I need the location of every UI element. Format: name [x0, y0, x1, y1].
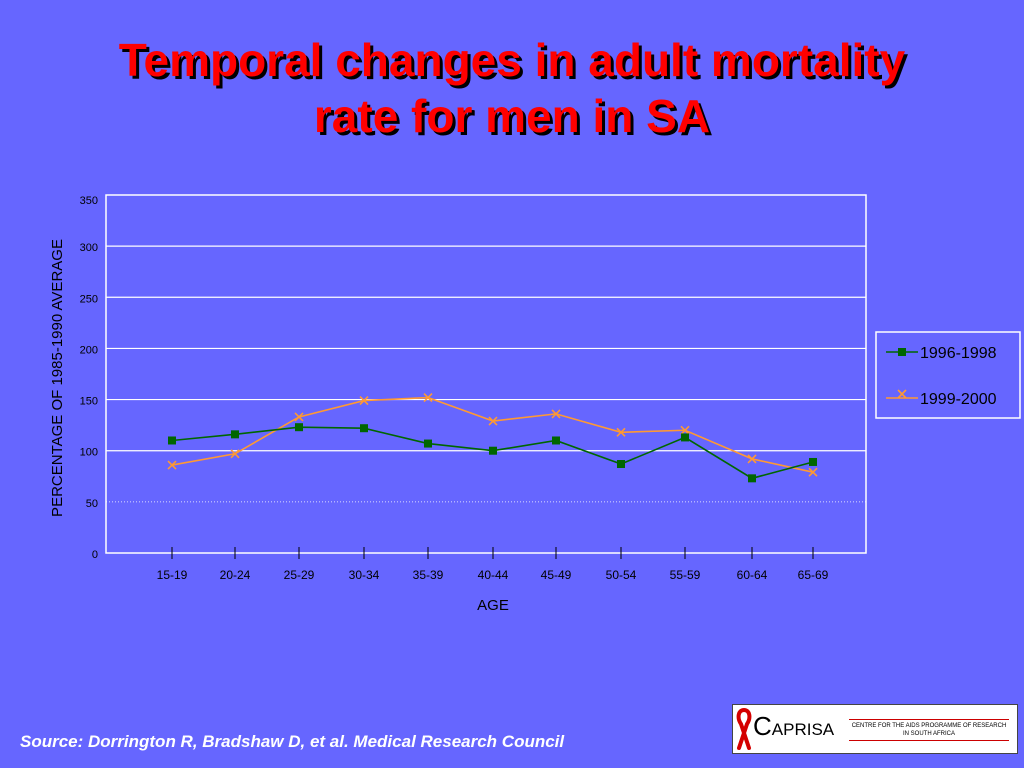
data-point [359, 396, 369, 406]
series-line [171, 396, 814, 473]
y-tick-label: 100 [80, 447, 98, 459]
logo-wordmark: CAPRISA [753, 711, 834, 742]
y-tick-label: 200 [80, 344, 98, 356]
data-point [680, 425, 690, 435]
series-layer [167, 392, 818, 483]
data-point [294, 412, 304, 422]
slide-title-line-1: Temporal changes in adult mortality [118, 34, 906, 86]
data-point [230, 449, 240, 459]
y-tick-label: 50 [86, 498, 98, 510]
x-tick-label: 15-19 [157, 568, 188, 582]
logo-tagline: CENTRE FOR THE AIDS PROGRAMME OF RESEARC… [849, 719, 1009, 741]
data-point [489, 446, 497, 455]
logo-initial: C [753, 711, 772, 741]
series-1999-2000 [167, 392, 818, 477]
x-tick-label: 60-64 [737, 568, 768, 582]
x-tick-label: 25-29 [284, 568, 315, 582]
data-point [551, 409, 561, 419]
data-point [617, 460, 625, 469]
data-point [552, 436, 560, 445]
y-tick-label: 300 [80, 242, 98, 254]
x-tick-label: 45-49 [541, 568, 572, 582]
logo-rest: APRISA [771, 720, 835, 739]
x-tick-label: 65-69 [798, 568, 829, 582]
slide-title-line-2: rate for men in SA [313, 90, 711, 142]
y-axis-tick-labels: 0 50 100 150 200 250 300 350 [80, 195, 98, 561]
legend-box [875, 331, 1021, 419]
data-point [809, 457, 817, 466]
x-tick-label: 30-34 [349, 568, 380, 582]
x-tick-label: 40-44 [478, 568, 509, 582]
legend-label: 1996-1998 [920, 345, 997, 362]
data-point [748, 474, 756, 483]
series-1996-1998 [168, 423, 817, 483]
data-point [360, 424, 368, 433]
x-tick-label: 35-39 [413, 568, 444, 582]
y-tick-label: 350 [80, 195, 98, 207]
source-citation: Source: Dorrington R, Bradshaw D, et al.… [20, 732, 565, 751]
red-ribbon-icon [736, 708, 752, 750]
plot-area [105, 194, 867, 554]
data-point [231, 430, 239, 439]
caprisa-logo: CAPRISA CENTRE FOR THE AIDS PROGRAMME OF… [732, 704, 1018, 754]
y-tick-label: 150 [80, 396, 98, 408]
data-point [295, 423, 303, 432]
legend-marker [898, 348, 906, 356]
slide-title: Temporal changes in adult mortality rate… [0, 32, 1024, 144]
legend-label: 1999-2000 [920, 391, 997, 408]
data-point [681, 433, 689, 442]
legend: 1996-1998 1999-2000 [875, 331, 1021, 419]
data-point [167, 460, 177, 470]
legend-marker [897, 389, 907, 399]
grid-lines [106, 245, 866, 503]
y-axis-title: PERCENTAGE OF 1985-1990 AVERAGE [49, 239, 66, 517]
y-tick-label: 0 [92, 549, 98, 561]
data-point [168, 436, 176, 445]
data-point [747, 454, 757, 464]
data-point [616, 427, 626, 437]
x-axis-ticks: 15-19 20-24 25-29 30-34 35-39 40-44 45-49 50-54… [157, 547, 829, 582]
data-point [423, 392, 433, 403]
line-chart: 0 50 100 150 200 250 300 350 15-19 20-24 25-29 30-… [49, 194, 1021, 614]
data-point [424, 439, 432, 448]
data-point [488, 416, 498, 426]
data-point [808, 467, 818, 477]
x-axis-title: AGE [477, 597, 509, 614]
y-tick-label: 250 [80, 293, 98, 305]
x-tick-label: 55-59 [670, 568, 701, 582]
x-tick-label: 20-24 [220, 568, 251, 582]
x-tick-label: 50-54 [606, 568, 637, 582]
